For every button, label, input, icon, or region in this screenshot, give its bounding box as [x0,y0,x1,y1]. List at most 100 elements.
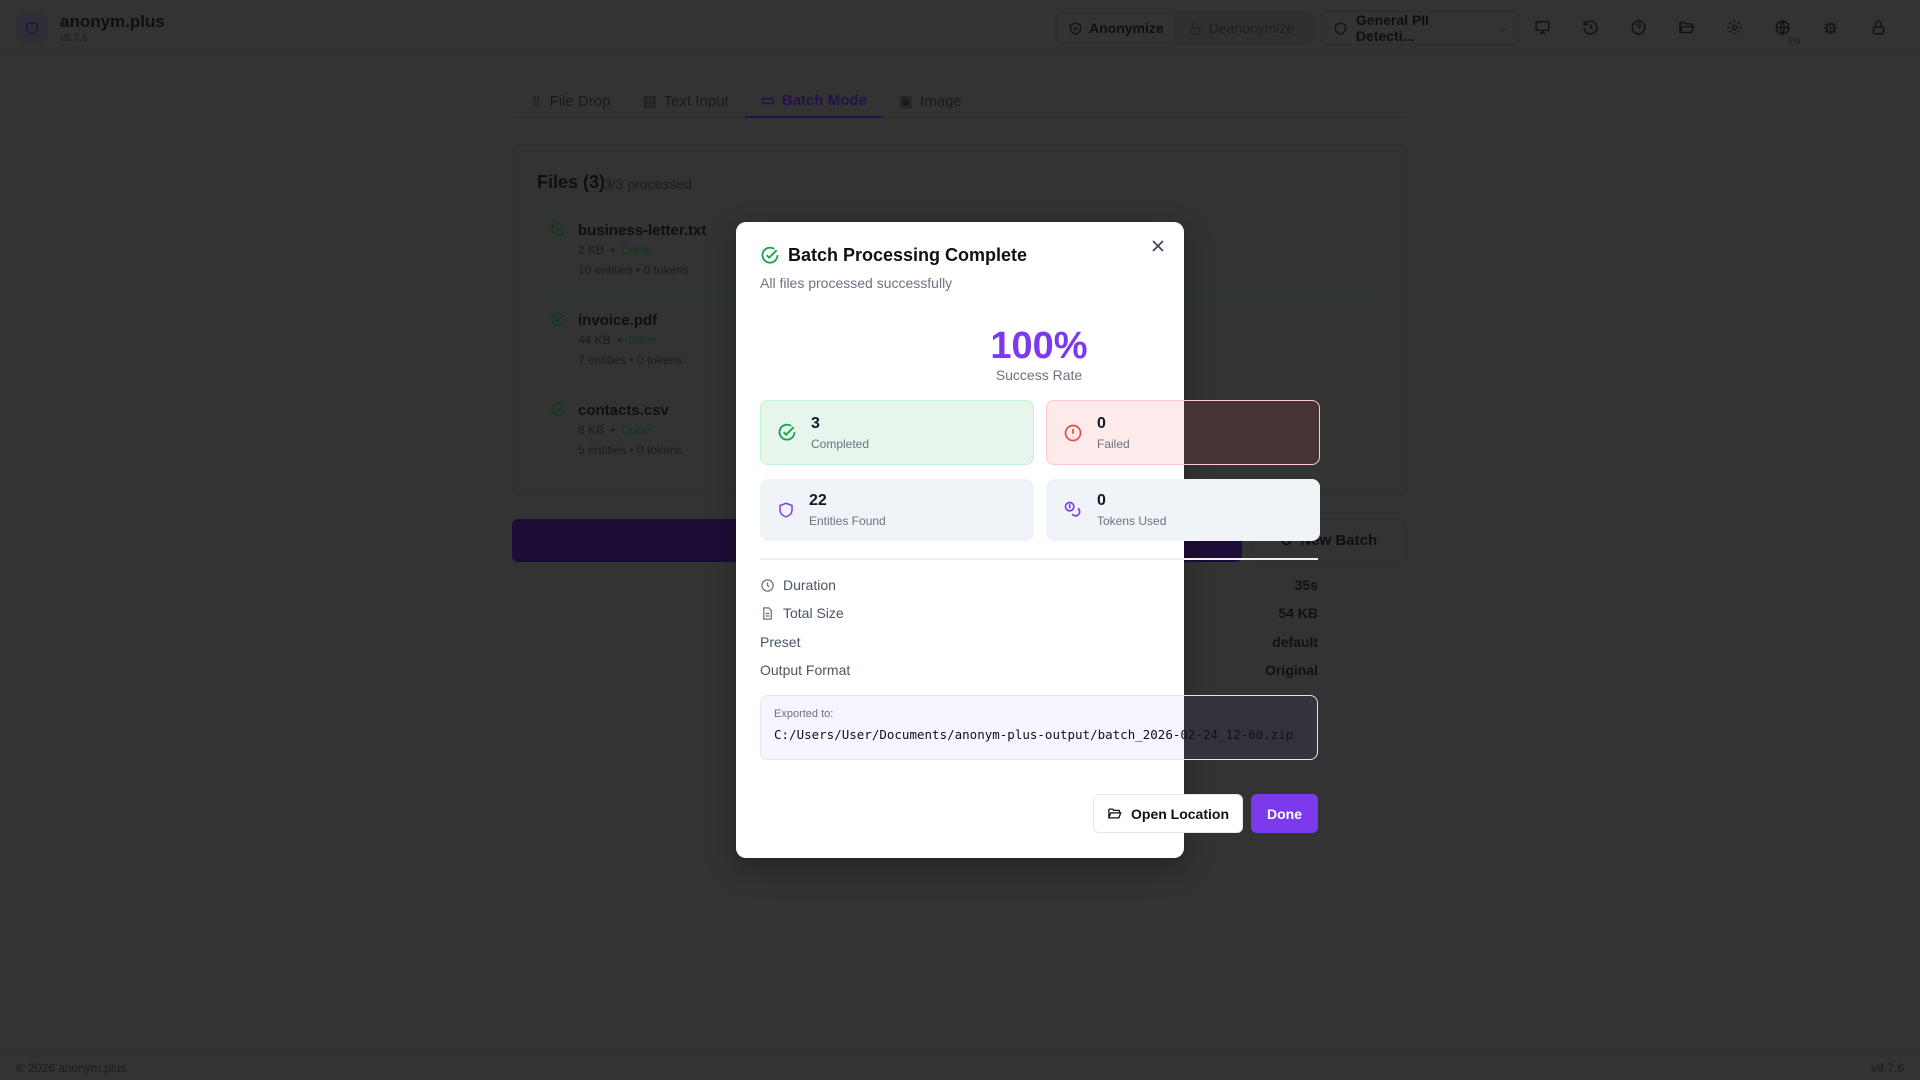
stat-tokens: 0 Tokens Used [1046,479,1320,541]
header-toolbar: EN [1530,14,1890,46]
deanonymize-mode-button[interactable]: Deanonymize [1178,14,1305,42]
success-rate-value: 100% [990,325,1088,367]
settings-button[interactable] [1722,14,1746,40]
success-rate-label: Success Rate [995,367,1083,383]
gear-icon [1726,19,1742,35]
detail-output-format: Output Format Original [760,660,1318,680]
monitor-icon [1534,20,1550,34]
detail-preset: Preset default [760,632,1318,652]
upload-icon: ⇧ [530,93,543,110]
app-name: anonym.plus [60,12,165,31]
tab-label: Image [920,92,962,110]
stat-value: 3 [811,414,820,432]
file-text-icon: ▤ [642,93,657,110]
detail-label: Preset [760,634,801,650]
mode-tabs: ⇧ File Drop ▤ Text Input ▭ Batch Mode ▣ Imag… [514,84,1406,118]
shield-icon [1334,21,1347,35]
preset-select[interactable]: General PII Detecti... ⌄ [1320,11,1520,45]
folder-icon: ▭ [760,92,775,109]
anonymize-label: Anonymize [1089,20,1164,36]
history-button[interactable] [1578,14,1602,40]
check-circle-icon [551,312,565,327]
open-location-button[interactable]: Open Location [1093,794,1243,833]
file-stats: 10 entities • 0 tokens [578,263,689,277]
open-location-label: Open Location [1131,805,1229,822]
files-title: Files (3) [537,172,606,192]
file-meta: 44 KB • Done [578,333,657,347]
language-button[interactable]: EN [1770,14,1801,46]
detail-value: Original [1265,662,1318,678]
anonymize-mode-button[interactable]: Anonymize [1058,14,1174,42]
clock-icon [761,578,774,592]
detail-total-size: Total Size 54 KB [760,603,1318,623]
file-stats: 7 entities • 0 tokens [578,353,683,367]
file-text-icon [763,606,772,620]
stat-completed: 3 Completed [760,400,1034,465]
stat-value: 0 [1097,492,1106,509]
file-meta: 2 KB • Done [578,243,651,257]
detail-duration: Duration 35s [760,575,1318,595]
coins-icon [1064,501,1081,517]
tab-image[interactable]: ▣ Image [883,84,978,118]
file-size: 44 KB [578,333,611,347]
footer-version: v8.7.6 [1871,1061,1904,1075]
shield-icon [779,502,793,518]
check-circle-icon [551,402,565,417]
image-icon: ▣ [898,93,914,110]
tab-label: Text Input [663,92,729,110]
stat-label: Tokens Used [1097,514,1167,528]
export-path: C:/Users/User/Documents/anonym-plus-outp… [774,727,1294,742]
detail-value: 54 KB [1278,605,1318,621]
history-icon [1582,19,1598,35]
app-logo [16,12,48,44]
file-status: Done [621,243,651,257]
file-name: business-letter.txt [578,222,707,239]
tab-text-input[interactable]: ▤ Text Input [626,84,744,118]
file-size: 8 KB [578,423,605,437]
stat-failed: 0 Failed [1046,400,1320,465]
dialog-title: Batch Processing Complete [760,245,1027,266]
detail-value: 35s [1294,577,1318,593]
tab-file-drop[interactable]: ⇧ File Drop [514,84,626,118]
folder-icon [1678,21,1695,33]
footer: © 2026 anonym.plus v8.7.6 [0,1054,1920,1080]
stat-value: 22 [809,492,827,509]
folder-button[interactable] [1674,14,1698,40]
debug-button[interactable] [1818,14,1842,40]
close-icon [1152,240,1164,252]
help-button[interactable] [1626,14,1650,40]
globe-icon [1774,19,1790,35]
file-size: 2 KB [578,243,605,257]
unlock-icon [1190,22,1201,35]
chevron-down-icon: ⌄ [1498,22,1507,34]
footer-copyright: © 2026 anonym.plus [16,1061,127,1075]
file-meta: 8 KB • Done [578,423,651,437]
dialog-subtitle: All files processed successfully [760,275,953,291]
done-button[interactable]: Done [1251,794,1318,833]
stat-entities: 22 Entities Found [760,479,1034,541]
new-batch-label: New Batch [1300,532,1378,549]
file-status: Done [628,333,657,347]
shield-icon [26,21,38,35]
detail-label: Total Size [783,605,844,621]
tab-batch-mode[interactable]: ▭ Batch Mode [744,84,883,118]
divider [760,558,1318,560]
help-icon [1630,19,1646,35]
stat-label: Completed [811,436,870,451]
file-status: Done [621,423,651,437]
close-button[interactable] [1148,236,1168,256]
lock-button[interactable] [1866,14,1890,40]
tab-label: File Drop [549,92,611,110]
tab-label: Batch Mode [781,91,867,109]
stat-label: Entities Found [809,514,886,528]
monitor-button[interactable] [1530,14,1554,40]
file-name: invoice.pdf [578,312,658,329]
folder-open-icon [1107,808,1122,819]
dialog-title-text: Batch Processing Complete [788,245,1028,265]
file-stats: 5 entities • 0 tokens [578,443,683,457]
files-processed-count: 3/3 processed [604,176,692,192]
deanonymize-label: Deanonymize [1208,20,1295,36]
preset-value: General PII Detecti... [1355,12,1430,44]
mode-switch: Anonymize Deanonymize [1055,11,1315,45]
check-circle-icon [778,423,796,441]
